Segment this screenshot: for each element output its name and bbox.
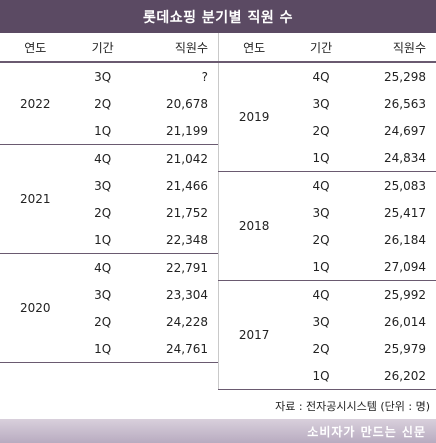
quarter-cell: 2Q [312,341,330,356]
table-row: 3Q 26,563 [219,90,436,117]
staff-count-cell: 23,304 [166,287,208,302]
table-row: 1Q 24,761 [0,335,218,363]
quarter-cell: 2Q [312,123,330,138]
staff-count-cell: 24,228 [166,314,208,329]
source-note: 자료 : 전자공시시스템 (단위 : 명) [275,400,430,413]
staff-count-cell: 21,466 [166,178,208,193]
year-cell: 2017 [218,280,290,390]
staff-count-cell: ? [201,69,208,84]
quarter-cell: 2Q [94,205,112,220]
staff-count-cell: 21,042 [166,151,208,166]
table-row: 2Q 21,752 [0,199,218,226]
staff-table-left: 연도 기간 직원수 2022 3Q? 2Q 20,678 1Q 21,199 2021 4Q 2… [0,33,218,363]
staff-table-right-body: 2019 4Q 25,298 3Q 26,563 2Q 24,697 1Q 24,834 2018… [218,62,436,390]
year-cell: 2020 [0,253,71,363]
header-staff: 직원수 [352,33,436,63]
staff-count-cell: 21,752 [166,205,208,220]
staff-count-cell: 26,563 [384,96,426,111]
staff-count-cell: 21,199 [134,117,218,145]
table-row: 2Q 25,979 [219,335,436,362]
quarter-cell: 2Q [94,96,112,111]
quarter-cell: 3Q [94,287,112,302]
table-row: 1Q 22,348 [0,226,218,254]
staff-table-left-body: 2022 3Q? 2Q 20,678 1Q 21,199 2021 4Q 21,042 3Q 21,… [0,62,218,363]
table-row: 1Q 21,199 [0,117,218,145]
year-cell: 2019 [218,62,290,172]
staff-count-cell: 24,834 [352,144,436,172]
staff-count-cell: 22,791 [166,260,208,275]
header-year: 연도 [218,33,290,63]
table-row: 3Q 26,014 [219,308,436,335]
table-row: 1Q 27,094 [219,253,436,281]
staff-count-cell: 25,083 [384,178,426,193]
table-header-row: 연도 기간 직원수 [218,33,436,63]
quarter-cell: 2Q [312,232,330,247]
staff-count-cell: 20,678 [166,96,208,111]
year-cell: 2021 [0,144,71,254]
header-period: 기간 [70,33,135,63]
year-cell: 2018 [218,171,290,281]
quarter-cell: 4Q [94,260,112,275]
page-title: 롯데쇼핑 분기별 직원 수 [0,0,436,33]
quarter-cell: 4Q [312,178,330,193]
table-row: 1Q 24,834 [219,144,436,172]
quarter-cell: 3Q [94,178,112,193]
table-row: 2019 4Q 25,298 [218,62,436,172]
staff-count-cell: 24,697 [384,123,426,138]
staff-count-cell: 26,184 [384,232,426,247]
quarter-cell: 4Q [94,151,112,166]
quarter-cell: 3Q [312,96,330,111]
header-year: 연도 [0,33,71,63]
staff-count-cell: 24,761 [134,335,218,363]
staff-count-cell: 26,202 [352,362,436,390]
table-header-row: 연도 기간 직원수 [0,33,218,63]
quarter-cell: 1Q [70,117,135,145]
table-row: 3Q 21,466 [0,172,218,199]
staff-count-cell: 25,417 [384,205,426,220]
header-period: 기간 [289,33,353,63]
quarter-cell: 1Q [289,144,353,172]
table-row: 2017 4Q 25,992 [218,280,436,390]
table-row: 2018 4Q 25,083 [218,171,436,281]
header-staff: 직원수 [134,33,218,63]
table-row: 2021 4Q 21,042 [0,144,218,254]
staff-count-cell: 27,094 [352,253,436,281]
table-row: 1Q 26,202 [219,362,436,390]
footer-bar: 소비자가 만드는 신문 [0,419,436,443]
table-row: 2Q 26,184 [219,226,436,253]
quarter-cell: 4Q [312,69,330,84]
quarter-cell: 3Q [94,69,112,84]
year-cell: 2022 [0,62,71,145]
quarter-cell: 2Q [94,314,112,329]
table-row: 2Q 20,678 [0,90,218,117]
staff-count-cell: 22,348 [134,226,218,254]
footer-brand: 소비자가 만드는 신문 [307,424,426,439]
staff-count-cell: 25,979 [384,341,426,356]
staff-count-cell: 25,992 [384,287,426,302]
quarter-cell: 1Q [70,226,135,254]
table-row: 2Q 24,228 [0,308,218,335]
quarter-cell: 4Q [312,287,330,302]
quarter-cell: 1Q [70,335,135,363]
staff-count-cell: 25,298 [384,69,426,84]
table-row: 2020 4Q 22,791 [0,253,218,363]
quarter-cell: 1Q [289,253,353,281]
table-row: 3Q 23,304 [0,281,218,308]
table-row: 2022 3Q? [0,62,218,145]
staff-table-right: 연도 기간 직원수 2019 4Q 25,298 3Q 26,563 2Q 24,697 1Q… [218,33,436,390]
staff-count-cell: 26,014 [384,314,426,329]
quarter-cell: 1Q [289,362,353,390]
quarter-cell: 3Q [312,314,330,329]
quarter-cell: 3Q [312,205,330,220]
table-row: 3Q 25,417 [219,199,436,226]
page-title-text: 롯데쇼핑 분기별 직원 수 [143,9,293,26]
table-row: 2Q 24,697 [219,117,436,144]
